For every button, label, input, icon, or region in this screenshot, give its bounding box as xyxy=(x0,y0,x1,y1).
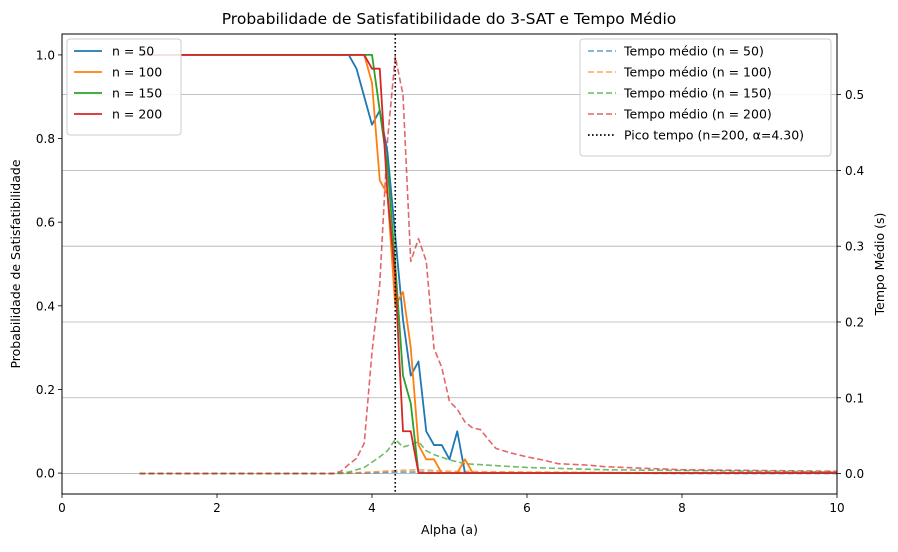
legend-left-label-2: n = 150 xyxy=(112,86,162,101)
x-tick-label-4: 8 xyxy=(678,501,686,515)
legend-left-frame xyxy=(66,38,182,136)
legend-left: n = 50 n = 100 n = 150 n = 200 xyxy=(66,38,182,136)
plot-frame xyxy=(61,33,838,495)
series-line-tempo-m-dio-n-150 xyxy=(139,438,837,475)
chart-title: Probabilidade de Satisfatibilidade do 3-… xyxy=(222,10,677,28)
legend-right-label-4: Pico tempo (n=200, α=4.30) xyxy=(624,128,804,143)
y-axis-label-right: Tempo Médio (s) xyxy=(872,213,887,317)
legend-right-label-3: Tempo médio (n = 200) xyxy=(623,107,772,122)
y-tick-label-0: 0.0 xyxy=(36,467,55,481)
legend-left-label-1: n = 100 xyxy=(112,65,162,80)
y-right-tick-label-5: 0.5 xyxy=(845,88,864,102)
legend-left-label-0: n = 50 xyxy=(112,44,154,59)
y-tick-label-1: 0.2 xyxy=(36,383,55,397)
x-tick-label-1: 2 xyxy=(213,501,221,515)
y-right-tick-label-3: 0.3 xyxy=(845,240,864,254)
y-axis-label: Probabilidade de Satisfatibilidade xyxy=(8,159,23,368)
x-tick-label-3: 6 xyxy=(523,501,531,515)
y-tick-label-3: 0.6 xyxy=(36,216,55,230)
legend-right-label-1: Tempo médio (n = 100) xyxy=(623,65,772,80)
x-tick-label-5: 10 xyxy=(829,501,844,515)
y-tick-label-5: 1.0 xyxy=(36,48,55,62)
series-line-n-100 xyxy=(139,54,837,474)
y-right-tick-label-0: 0.0 xyxy=(845,467,864,481)
legend-left-label-3: n = 200 xyxy=(112,107,162,122)
legend-right-label-2: Tempo médio (n = 150) xyxy=(623,86,772,101)
series-line-n-200 xyxy=(139,54,837,474)
x-tick-label-2: 4 xyxy=(368,501,376,515)
legend-right-label-0: Tempo médio (n = 50) xyxy=(623,44,764,59)
legend-right: Tempo médio (n = 50) Tempo médio (n = 100… xyxy=(579,38,832,157)
y-tick-label-2: 0.4 xyxy=(36,299,55,313)
y-right-tick-label-4: 0.4 xyxy=(845,164,864,178)
series-layer xyxy=(139,54,837,475)
legend-right-frame xyxy=(579,38,832,157)
axis-layer: 0 2 4 6 8 10 0.0 0.2 0.4 0.6 0.8 1.0 0.0 0.1 0.2 0.3 0.4… xyxy=(36,48,864,515)
y-tick-label-4: 0.8 xyxy=(36,132,55,146)
series-line-n-50 xyxy=(139,54,837,474)
y-right-tick-label-2: 0.2 xyxy=(845,315,864,329)
x-axis-label: Alpha (a) xyxy=(421,522,478,537)
y-right-tick-label-1: 0.1 xyxy=(845,391,864,405)
series-line-tempo-m-dio-n-200 xyxy=(139,55,837,475)
x-tick-label-0: 0 xyxy=(58,501,66,515)
